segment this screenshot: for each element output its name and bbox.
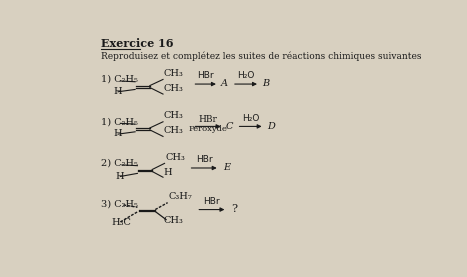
Text: CH₃: CH₃: [164, 111, 184, 120]
Text: 1) C₂H₅: 1) C₂H₅: [101, 75, 138, 84]
Text: CH₃: CH₃: [164, 126, 184, 135]
Text: C: C: [226, 122, 234, 131]
Text: HBr: HBr: [196, 155, 212, 164]
Text: H: H: [113, 129, 122, 138]
Text: HBr: HBr: [198, 115, 217, 124]
Text: D: D: [267, 122, 275, 131]
Text: A: A: [221, 79, 228, 88]
Text: CH₃: CH₃: [165, 153, 185, 161]
Text: H: H: [113, 87, 122, 96]
Text: H₃C: H₃C: [111, 218, 131, 227]
Text: CH₃: CH₃: [164, 69, 184, 78]
Text: H: H: [164, 168, 172, 177]
Text: HBr: HBr: [198, 71, 214, 80]
Text: C₃H₇: C₃H₇: [169, 192, 192, 201]
Text: 2) C₂H₅: 2) C₂H₅: [101, 159, 138, 168]
Text: H₂O: H₂O: [242, 114, 259, 122]
Text: H₂O: H₂O: [237, 71, 255, 80]
Text: E: E: [223, 163, 231, 172]
Text: H: H: [116, 172, 124, 181]
Text: HBr: HBr: [204, 197, 220, 206]
Text: Exercice 16: Exercice 16: [101, 38, 174, 49]
Text: ?: ?: [231, 204, 237, 214]
Text: CH₃: CH₃: [164, 216, 184, 225]
Text: Peroxyde: Peroxyde: [189, 125, 227, 133]
Text: 1) C₂H₅: 1) C₂H₅: [101, 117, 138, 126]
Text: 3) C₂H₅: 3) C₂H₅: [101, 199, 138, 209]
Text: CH₃: CH₃: [164, 84, 184, 93]
Text: Reproduisez et complétez les suites de réactions chimiques suivantes: Reproduisez et complétez les suites de r…: [101, 51, 422, 61]
Text: B: B: [262, 79, 269, 88]
